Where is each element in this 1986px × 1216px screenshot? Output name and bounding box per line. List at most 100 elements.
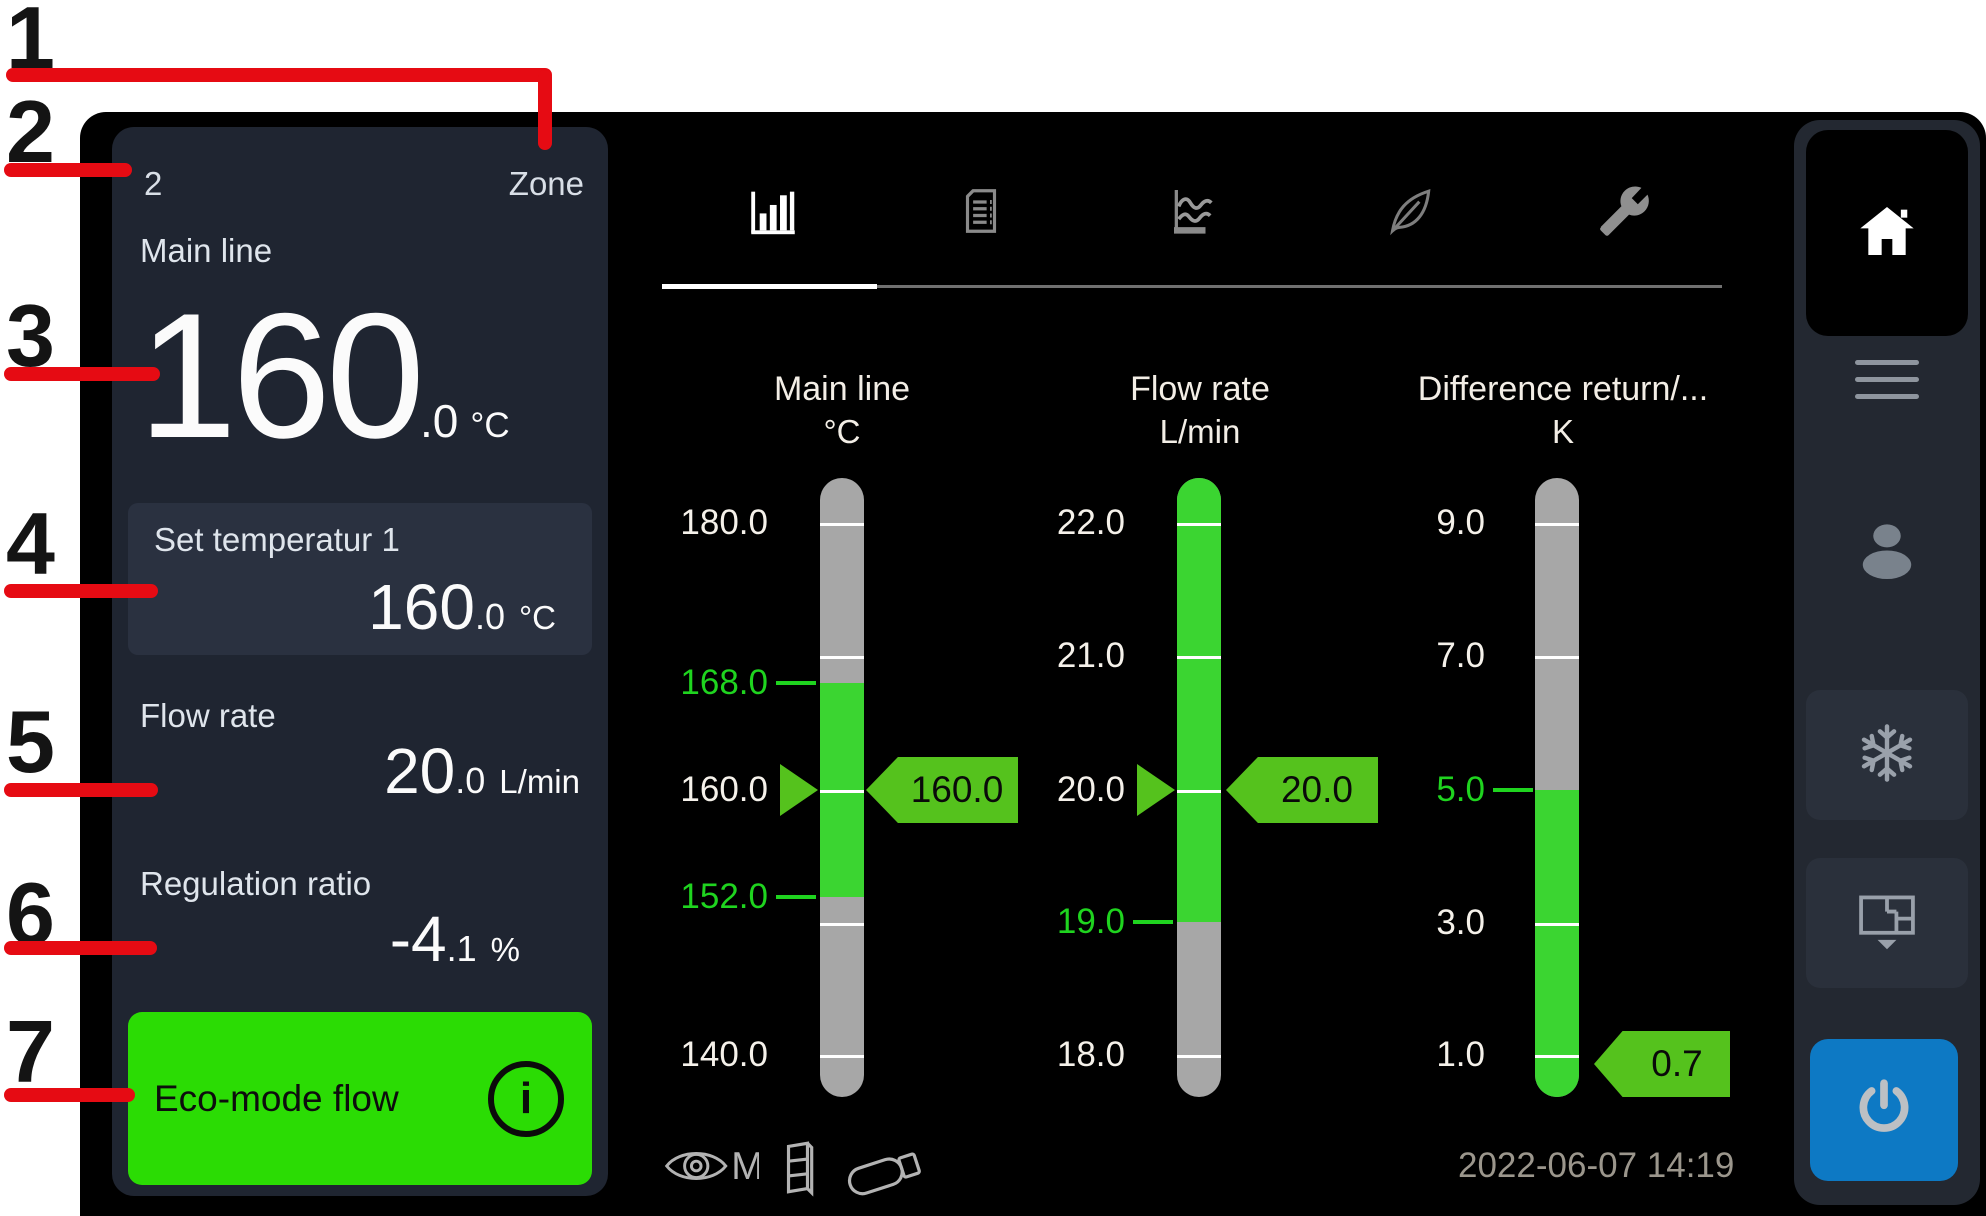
callout-line-6 [4, 941, 157, 955]
wrench-icon [1598, 184, 1652, 243]
gauge-bar-difference [1535, 478, 1579, 1097]
user-button[interactable] [1854, 516, 1920, 591]
tick-label: 22.0 [1056, 503, 1125, 542]
tab-service[interactable] [1595, 182, 1655, 244]
callout-line-1-drop [538, 70, 552, 150]
gauge-green-band [1535, 790, 1579, 1097]
callout-line-4 [4, 584, 158, 598]
home-button[interactable] [1806, 130, 1968, 336]
user-icon [1854, 524, 1920, 590]
timestamp: 2022-06-07 14:19 [1458, 1146, 1735, 1185]
limit-dash [776, 895, 816, 899]
gauge-tick [820, 1055, 864, 1058]
active-tab-underline [662, 284, 877, 289]
gauge-tick [1177, 1055, 1221, 1058]
set-temperature-int: 160 [368, 571, 475, 643]
main-line-value: 160 .0 °C [138, 287, 510, 465]
callout-number: 5 [6, 692, 55, 791]
set-temperature-frac: .0 [474, 596, 505, 637]
limit-dash [1493, 788, 1533, 792]
power-button[interactable] [1810, 1039, 1958, 1181]
gauge-tick [820, 923, 864, 926]
info-icon[interactable]: i [488, 1060, 564, 1137]
eco-leaf-icon [1382, 183, 1438, 244]
tick-label: 20.0 [1056, 770, 1125, 809]
tick-label: 9.0 [1436, 503, 1485, 542]
sidebar [1794, 120, 1980, 1205]
callout-number: 3 [6, 286, 55, 385]
tick-label: 168.0 [680, 663, 768, 702]
tick-label: 160.0 [680, 770, 768, 809]
gauge-title-main-line: Main line [773, 370, 911, 408]
gauge-tick [1535, 923, 1579, 926]
bar-chart-icon [744, 182, 802, 245]
hmi-screen: 2 Zone Main line 160 .0 °C Set temperatu… [80, 112, 1986, 1216]
eco-mode-flow-button[interactable]: Eco-mode flow i [128, 1012, 592, 1185]
tick-label: 19.0 [1056, 902, 1125, 941]
log-book-icon [780, 1138, 816, 1202]
regulation-ratio-int: -4 [389, 903, 447, 975]
set-temperature-unit: °C [518, 599, 556, 636]
regulation-ratio-label: Regulation ratio [140, 865, 372, 902]
callout-line-1 [6, 68, 552, 82]
tab-gauges[interactable] [743, 182, 803, 244]
zone-layout-icon [1854, 888, 1920, 959]
trend-curves-icon [1167, 183, 1223, 244]
main-line-unit: °C [470, 406, 510, 445]
zone-label: Zone [508, 165, 584, 202]
snowflake-icon [1856, 722, 1918, 789]
gauge-value-badge: 0.7 [1594, 1031, 1730, 1097]
set-temperature-field[interactable]: Set temperatur 1 160 .0 °C [128, 503, 592, 655]
gauge-bar-main-line [820, 478, 864, 1097]
callout-line-3 [4, 367, 160, 381]
gauge-title-difference: Difference return/... [1417, 370, 1709, 408]
flow-rate-unit: L/min [499, 763, 580, 800]
eco-mode-flow-label: Eco-mode flow [154, 1077, 399, 1119]
setpoint-pointer [780, 764, 818, 816]
tab-eco[interactable] [1380, 182, 1440, 244]
home-icon [1855, 199, 1919, 268]
gauge-bar-flow-rate [1177, 478, 1221, 1097]
tab-trend[interactable] [1165, 182, 1225, 244]
callout-line-2 [4, 163, 132, 177]
regulation-ratio-unit: % [490, 931, 520, 968]
tick-label: 3.0 [1436, 903, 1485, 942]
zone-select-button[interactable] [1806, 858, 1968, 988]
callout-number: 7 [6, 1002, 55, 1101]
report-list-icon [954, 184, 1008, 243]
cooling-button[interactable] [1806, 690, 1968, 820]
gauge-tick [820, 656, 864, 659]
gauge-tick [1535, 656, 1579, 659]
callout-number: 4 [6, 494, 55, 593]
gauge-tick [1177, 790, 1221, 793]
gauge-unit-main-line: °C [823, 413, 861, 450]
menu-button[interactable] [1855, 360, 1919, 411]
gauge-value-badge: 20.0 [1226, 757, 1378, 823]
gauge-tick [820, 790, 864, 793]
callout-line-5 [4, 783, 158, 797]
flow-rate-value: 20 .0 L/min [384, 739, 580, 803]
limit-dash [1133, 920, 1173, 924]
flow-rate-label: Flow rate [140, 697, 276, 734]
zone-readings-panel: 2 Zone Main line 160 .0 °C Set temperatu… [112, 127, 608, 1196]
tab-underline [877, 285, 1722, 288]
tick-label: 180.0 [680, 503, 768, 542]
regulation-ratio-frac: .1 [446, 928, 477, 969]
callout-number: 2 [6, 82, 55, 181]
main-line-label: Main line [140, 232, 273, 269]
setpoint-pointer [1137, 764, 1175, 816]
tab-report[interactable] [951, 182, 1011, 244]
set-temperature-value: 160 .0 °C [368, 575, 556, 639]
gauge-title-flow-rate: Flow rate [1130, 370, 1270, 408]
power-icon [1851, 1075, 1917, 1146]
gauge-unit-difference: K [1551, 413, 1574, 450]
regulation-ratio-value: -4 .1 % [390, 907, 520, 971]
tick-label: 1.0 [1436, 1035, 1485, 1074]
callout-line-7 [4, 1088, 135, 1102]
tick-label: 140.0 [680, 1035, 768, 1074]
main-line-value-frac: .0 [420, 395, 459, 447]
monitor-mode-letter: M [731, 1145, 759, 1188]
tick-label: 18.0 [1056, 1035, 1125, 1074]
usb-stick-icon [842, 1142, 930, 1207]
